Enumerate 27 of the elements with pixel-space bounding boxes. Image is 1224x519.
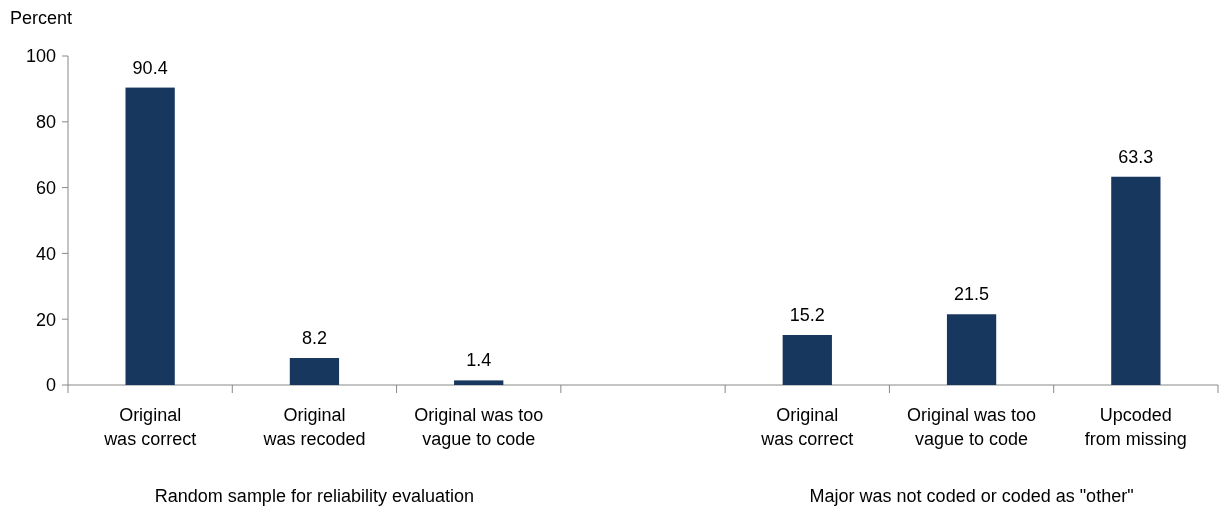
data-label: 15.2 (789, 304, 825, 325)
y-tick-label: 20 (35, 309, 56, 330)
text: Major was not coded or coded as "other" (809, 486, 1134, 506)
data-label: 90.4 (132, 57, 168, 78)
x-tick-label: Upcoded from missing (1084, 405, 1187, 449)
bar (454, 380, 504, 385)
bar (289, 358, 340, 385)
x-tick-label: Original was recoded (262, 405, 366, 449)
y-tick-label: 100 (25, 46, 56, 67)
x-tick-label: Original was too vague to code (414, 405, 544, 449)
x-tick-label: Original was correct (103, 405, 197, 449)
data-label: 63.3 (1118, 146, 1154, 167)
data-label: 21.5 (954, 284, 990, 305)
bar (782, 334, 832, 385)
bar (125, 87, 175, 385)
y-tick-label: 0 (45, 375, 56, 396)
bar (1111, 176, 1161, 385)
text: Random sample for reliability evaluation (154, 486, 475, 506)
bar (946, 314, 997, 385)
x-tick-label: Original was too vague to code (907, 405, 1037, 449)
y-tick-label: 60 (35, 177, 56, 198)
y-axis-title: Percent (10, 8, 73, 28)
x-tick-label: Original was correct (760, 405, 854, 449)
data-label: 8.2 (301, 328, 327, 349)
y-tick-label: 80 (35, 112, 56, 133)
data-label: 1.4 (466, 350, 492, 371)
y-tick-label: 40 (35, 243, 56, 264)
